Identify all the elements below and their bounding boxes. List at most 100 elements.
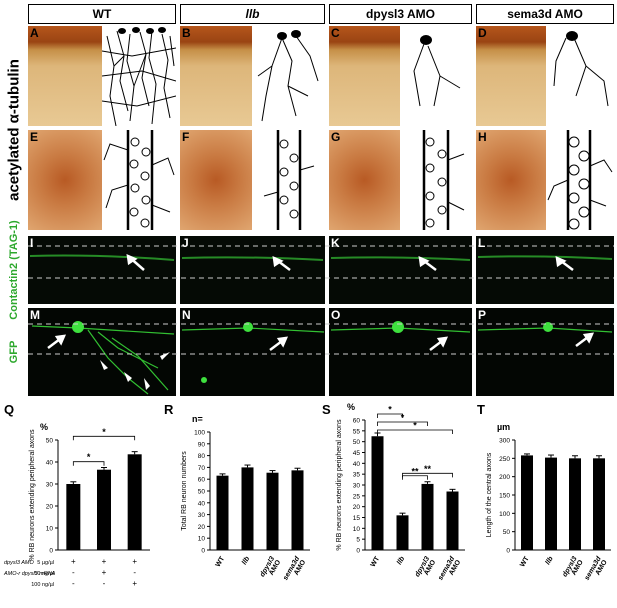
y-tick-label: 30 [46,482,54,489]
condition-mark: + [71,557,76,566]
category-label: WT [519,555,531,569]
condition-mark: + [102,568,107,577]
category-label: dpysl3AMO [562,555,585,582]
panel-letter-N: N [182,308,191,322]
panel-I-bg [28,236,176,304]
condition-mark: + [132,579,137,588]
y-tick-label: 100 [194,430,205,437]
panel-H-photo: H [476,130,546,230]
y-tick-label: 5 [356,537,360,544]
y-tick-label: 45 [353,450,361,457]
bar [291,470,304,550]
significance-label: * [401,413,405,423]
row-label-tubulin-text: acetylated α-tubulin [5,59,23,201]
contactin-panels [28,236,614,304]
y-tick-label: 50 [46,438,54,445]
bar [521,455,533,550]
y-tick-label: 150 [499,493,510,500]
panel-J-bg [180,236,325,304]
panel-B-photo: B [180,26,252,126]
y-tick-label: 20 [353,504,361,511]
column-header-sema3d: sema3d AMO [476,4,614,24]
panel-letter-T: T [477,402,485,417]
y-axis-label: % RB neurons extending peripheral axons [336,419,343,551]
category-label: llb [545,555,556,566]
y-tick-label: 30 [353,483,361,490]
chart-Q: Q% 0 10 20 30 40 50 % RB neurons extending peri… [3,402,150,588]
panel-C-drawing [400,26,472,126]
condition-mark: + [102,557,107,566]
significance-bracket [377,421,428,426]
significance-bracket [72,461,105,466]
y-tick-label: 300 [499,438,510,445]
significance-label: ** [411,466,419,476]
y-axis-label: % RB neurons extending peripheral axons [29,429,36,561]
y-axis-label: Total RB neuron numbers [181,451,188,531]
condition-mark: + [132,557,137,566]
y-tick-label: 40 [353,461,361,468]
panel-letter-K: K [331,236,340,250]
row-label-gfp: GFP [4,308,24,396]
panel-B-drawing [252,26,325,126]
bar [241,467,254,550]
y-tick-label: 70 [198,465,206,472]
significance-bracket [377,413,403,418]
panel-A-photo: A [28,26,102,126]
panel-L-bg [476,236,614,304]
y-tick-label: 15 [353,515,361,522]
condition-dose: 100 ng/µl [31,582,54,588]
bar [421,483,434,550]
panel-E-drawing [102,130,176,230]
panel-F-photo: F [180,130,252,230]
y-tick-label: 0 [201,548,205,555]
panel-letter-Q: Q [4,402,14,417]
category-label: llb [396,555,407,566]
condition-dose: 50 ng/µl [34,571,54,577]
y-tick-label: 35 [353,472,361,479]
panel-letter: G [331,130,341,144]
panel-A-drawing [102,26,176,126]
column-header-llb-label: llb [245,7,260,21]
panel-letter: C [331,26,340,40]
y-tick-label: 30 [198,512,206,519]
category-label: sema3dAMO [282,555,308,585]
panel-letter: H [478,130,487,144]
row-label-tubulin: acetylated α-tubulin [4,30,24,230]
panel-E-photo: E [28,130,102,230]
significance-label: * [413,421,417,431]
panel-G-photo: G [329,130,400,230]
y-unit-label: % [40,422,48,432]
chart-R: Rn= 0 10 20 30 40 50 60 70 80 90 100 Total RB neuron… [164,402,310,585]
y-tick-label: 100 [499,511,510,518]
panel-letter: A [30,26,39,40]
condition-label: dpysl3 AMO [4,560,34,566]
panel-F-drawing [252,130,325,230]
y-tick-label: 40 [198,500,206,507]
condition-mark: - [103,579,106,588]
y-unit-label: n= [192,414,203,424]
significance-bracket [402,472,453,478]
category-label: dpysl3AMO [414,555,437,582]
panel-letter-R: R [164,402,174,417]
y-tick-label: 0 [506,548,510,555]
y-tick-label: 50 [503,529,511,536]
row-label-gfp-text: GFP [8,340,20,364]
significance-bracket [72,435,136,441]
gfp-panels [28,308,614,396]
significance-bracket [377,429,453,434]
y-tick-label: 50 [198,489,206,496]
panel-letter-O: O [331,308,341,322]
condition-label: AMO-r dpysl3 mRNA [3,571,56,577]
y-tick-label: 55 [353,428,361,435]
y-tick-label: 20 [198,524,206,531]
significance-label: * [388,405,392,415]
bar [593,458,605,550]
y-tick-label: 25 [353,493,361,500]
y-unit-label: µm [497,422,510,432]
bar [127,454,142,550]
y-tick-label: 50 [353,439,361,446]
chart-T: Tµm 0 50 100 150 200 250 300 Length of the centr… [477,402,611,582]
category-label: sema3dAMO [437,555,463,585]
category-label: dpysl3AMO [259,555,282,582]
panel-letter: F [182,130,190,144]
